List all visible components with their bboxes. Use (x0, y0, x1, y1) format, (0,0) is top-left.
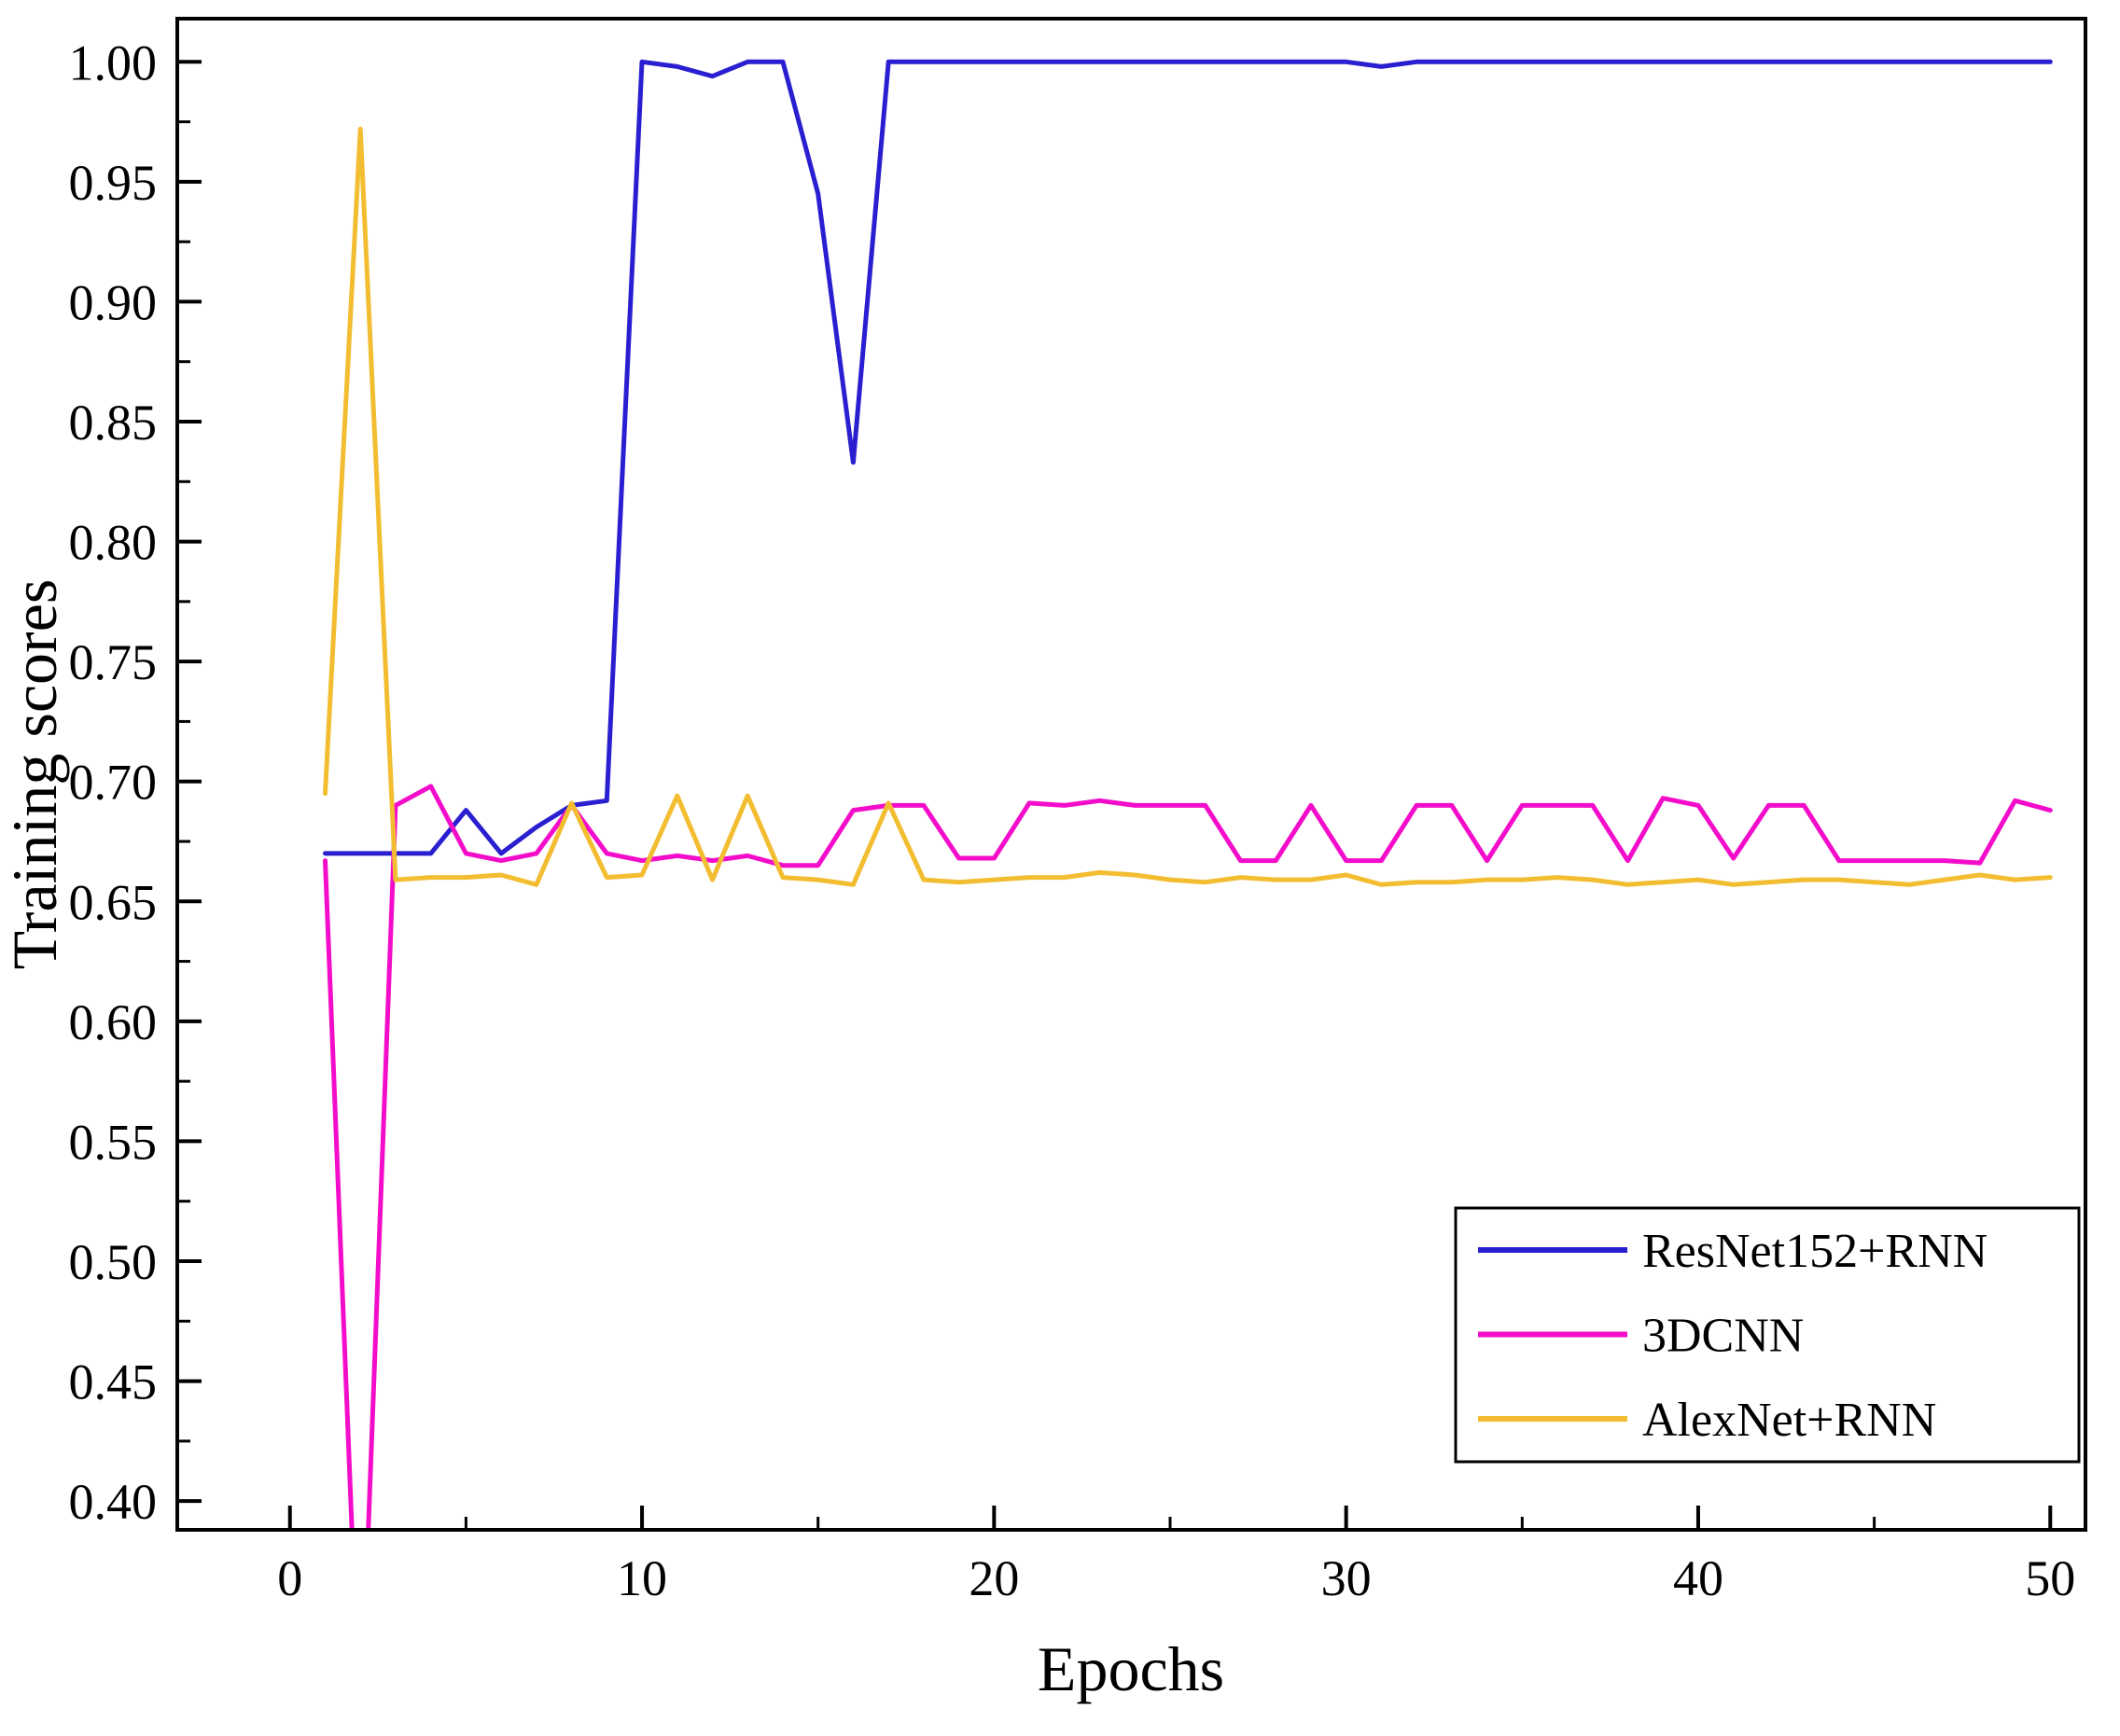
y-tick-label: 0.80 (69, 515, 158, 571)
axis-ticks (177, 60, 2053, 1530)
plot-border (175, 17, 2087, 1532)
x-tick-label: 0 (277, 1550, 302, 1606)
series-line-resnet152-rnn (323, 59, 2053, 856)
y-tick-label: 0.75 (69, 634, 158, 690)
x-axis-title: Epochs (1038, 1633, 1224, 1704)
y-tick-label: 0.95 (69, 155, 158, 211)
y-tick-label: 0.70 (69, 755, 158, 811)
y-tick-label: 0.55 (69, 1114, 158, 1170)
legend-item-label: AlexNet+RNN (1642, 1394, 1936, 1447)
y-tick-label: 0.60 (69, 994, 158, 1050)
data-series (323, 59, 2053, 1530)
legend: ResNet152+RNN 3DCNN AlexNet+RNN (1454, 1206, 2081, 1464)
y-tick-label: 0.45 (69, 1354, 158, 1410)
legend-item-resnet152-rnn: ResNet152+RNN (1478, 1225, 1988, 1278)
legend-item-3dcnn: 3DCNN (1478, 1310, 1804, 1363)
legend-item-label: 3DCNN (1642, 1310, 1804, 1363)
y-tick-label: 0.50 (69, 1234, 158, 1290)
y-tick-label: 0.65 (69, 874, 158, 930)
legend-item-label: ResNet152+RNN (1642, 1225, 1988, 1278)
y-tick-label: 1.00 (69, 35, 158, 90)
series-line-3dcnn (323, 784, 2053, 1530)
y-tick-label: 0.40 (69, 1474, 158, 1530)
y-axis-title: Training scores (0, 579, 70, 970)
axis-tick-labels: 0 10 20 30 40 50 0.40 0.45 0.50 0.55 0.60 0.65 0.70 0… (69, 35, 2076, 1606)
x-tick-label: 40 (1673, 1550, 1723, 1606)
x-tick-label: 30 (1321, 1550, 1372, 1606)
series-line-alexnet-rnn (323, 126, 2053, 887)
y-tick-label: 0.90 (69, 274, 158, 330)
x-tick-label: 20 (969, 1550, 1019, 1606)
x-tick-label: 10 (617, 1550, 667, 1606)
y-tick-label: 0.85 (69, 395, 158, 451)
x-tick-label: 50 (2025, 1550, 2075, 1606)
legend-item-alexnet-rnn: AlexNet+RNN (1478, 1394, 1936, 1447)
